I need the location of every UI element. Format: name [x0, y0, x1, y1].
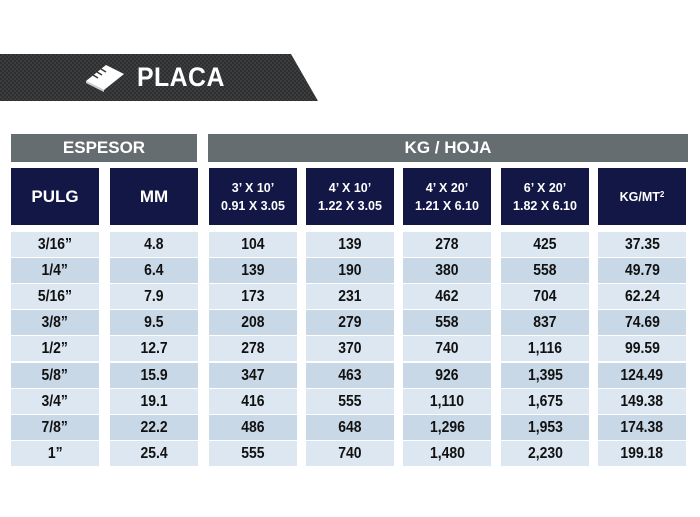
table-cell-mm: 9.5 — [110, 310, 198, 335]
table-cell-size-4x10: 648 — [306, 415, 394, 440]
table-cell-mm: 4.8 — [110, 232, 198, 257]
table-cell-mm: 22.2 — [110, 415, 198, 440]
group-espesor: ESPESOR — [11, 134, 197, 162]
table-cell-pulg: 1/4” — [11, 258, 99, 283]
table-cell-size-4x10: 740 — [306, 441, 394, 466]
header-size-3x10: 3’ X 10’ 0.91 X 3.05 — [209, 168, 297, 225]
table-cell-size-4x20: 380 — [403, 258, 491, 283]
table-cell-size-4x10: 370 — [306, 336, 394, 361]
table-cell-size-6x20: 425 — [501, 232, 589, 257]
table-cell-size-3x10: 347 — [209, 363, 297, 388]
table-cell-size-3x10: 486 — [209, 415, 297, 440]
table-cell-pulg: 3/4” — [11, 389, 99, 414]
table-cell-size-3x10: 139 — [209, 258, 297, 283]
table-cell-size-6x20: 704 — [501, 284, 589, 309]
group-kg-hoja: KG / HOJA — [208, 134, 688, 162]
table-cell-size-4x10: 190 — [306, 258, 394, 283]
header-kg-mt2: KG/MT2 — [598, 168, 686, 225]
table-cell-size-6x20: 558 — [501, 258, 589, 283]
table-cell-size-3x10: 104 — [209, 232, 297, 257]
table-cell-mm: 15.9 — [110, 363, 198, 388]
table-cell-pulg: 1/2” — [11, 336, 99, 361]
table-cell-pulg: 7/8” — [11, 415, 99, 440]
table-cell-size-6x20: 1,116 — [501, 336, 589, 361]
table-cell-kg-mt2: 199.18 — [598, 441, 686, 466]
table-cell-kg-mt2: 37.35 — [598, 232, 686, 257]
table-cell-kg-mt2: 149.38 — [598, 389, 686, 414]
table-cell-mm: 19.1 — [110, 389, 198, 414]
table-cell-size-3x10: 555 — [209, 441, 297, 466]
table-cell-size-4x10: 279 — [306, 310, 394, 335]
table-cell-mm: 12.7 — [110, 336, 198, 361]
table-cell-size-4x10: 231 — [306, 284, 394, 309]
table-cell-size-4x20: 462 — [403, 284, 491, 309]
table-cell-size-4x20: 278 — [403, 232, 491, 257]
table-cell-mm: 25.4 — [110, 441, 198, 466]
table-cell-size-6x20: 2,230 — [501, 441, 589, 466]
table-cell-mm: 6.4 — [110, 258, 198, 283]
table-cell-size-4x20: 740 — [403, 336, 491, 361]
ruler-icon — [84, 61, 126, 93]
table-cell-pulg: 3/16” — [11, 232, 99, 257]
table-cell-pulg: 1” — [11, 441, 99, 466]
table-cell-kg-mt2: 99.59 — [598, 336, 686, 361]
table-cell-size-6x20: 1,953 — [501, 415, 589, 440]
table-cell-pulg: 5/16” — [11, 284, 99, 309]
header-size-4x10: 4’ X 10’ 1.22 X 3.05 — [306, 168, 394, 225]
table-cell-size-3x10: 208 — [209, 310, 297, 335]
table-cell-size-4x20: 926 — [403, 363, 491, 388]
table-cell-mm: 7.9 — [110, 284, 198, 309]
table-cell-size-4x20: 1,296 — [403, 415, 491, 440]
table-cell-pulg: 3/8” — [11, 310, 99, 335]
header-size-6x20: 6’ X 20’ 1.82 X 6.10 — [501, 168, 589, 225]
table-cell-size-4x20: 1,110 — [403, 389, 491, 414]
title-banner — [0, 54, 318, 101]
table-cell-kg-mt2: 49.79 — [598, 258, 686, 283]
table-cell-size-3x10: 278 — [209, 336, 297, 361]
header-mm: MM — [110, 168, 198, 225]
table-cell-pulg: 5/8” — [11, 363, 99, 388]
table-cell-size-4x20: 558 — [403, 310, 491, 335]
table-cell-size-3x10: 416 — [209, 389, 297, 414]
table-cell-size-6x20: 1,395 — [501, 363, 589, 388]
table-cell-size-3x10: 173 — [209, 284, 297, 309]
table-cell-size-6x20: 1,675 — [501, 389, 589, 414]
table-cell-kg-mt2: 62.24 — [598, 284, 686, 309]
table-cell-kg-mt2: 174.38 — [598, 415, 686, 440]
header-pulg: PULG — [11, 168, 99, 225]
table-cell-size-4x10: 463 — [306, 363, 394, 388]
table-cell-size-6x20: 837 — [501, 310, 589, 335]
table-cell-kg-mt2: 74.69 — [598, 310, 686, 335]
table-cell-size-4x10: 555 — [306, 389, 394, 414]
header-size-4x20: 4’ X 20’ 1.21 X 6.10 — [403, 168, 491, 225]
table-cell-size-4x20: 1,480 — [403, 441, 491, 466]
table-cell-size-4x10: 139 — [306, 232, 394, 257]
table-cell-kg-mt2: 124.49 — [598, 363, 686, 388]
page-title: PLACA — [137, 62, 225, 92]
